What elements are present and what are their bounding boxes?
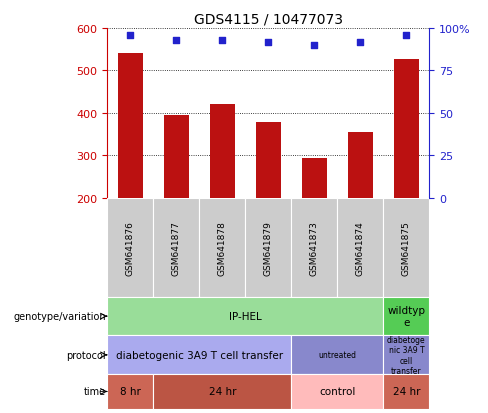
Bar	[384, 297, 429, 336]
Bar	[291, 198, 337, 297]
Text: GSM641877: GSM641877	[172, 220, 181, 275]
Bar	[302, 159, 327, 198]
Bar	[245, 198, 291, 297]
Text: GSM641878: GSM641878	[218, 220, 227, 275]
Text: GSM641879: GSM641879	[264, 220, 273, 275]
Bar	[210, 104, 235, 198]
Text: diabetoge
nic 3A9 T
cell
transfer: diabetoge nic 3A9 T cell transfer	[387, 335, 426, 375]
Point	[172, 38, 180, 44]
Bar	[107, 297, 384, 336]
Bar	[384, 374, 429, 409]
Bar	[384, 336, 429, 374]
Text: diabetogenic 3A9 T cell transfer: diabetogenic 3A9 T cell transfer	[116, 350, 283, 360]
Bar	[384, 198, 429, 297]
Text: protocol: protocol	[66, 350, 106, 360]
Bar	[164, 116, 189, 198]
Text: wildtyp
e: wildtyp e	[387, 306, 426, 327]
Bar	[200, 198, 245, 297]
Point	[310, 43, 318, 49]
Title: GDS4115 / 10477073: GDS4115 / 10477073	[194, 12, 343, 26]
Text: 24 hr: 24 hr	[209, 387, 236, 396]
Text: IP-HEL: IP-HEL	[229, 311, 262, 321]
Text: GSM641876: GSM641876	[126, 220, 135, 275]
Point	[357, 39, 365, 46]
Bar	[256, 123, 281, 198]
Point	[403, 32, 410, 39]
Bar	[348, 133, 373, 198]
Text: GSM641874: GSM641874	[356, 220, 365, 275]
Text: 24 hr: 24 hr	[393, 387, 420, 396]
Point	[126, 32, 134, 39]
Bar	[153, 374, 291, 409]
Text: time: time	[84, 387, 106, 396]
Text: GSM641875: GSM641875	[402, 220, 411, 275]
Bar	[153, 198, 200, 297]
Bar	[394, 59, 419, 198]
Bar	[337, 198, 384, 297]
Bar	[118, 54, 143, 198]
Bar	[107, 336, 291, 374]
Bar	[291, 336, 384, 374]
Bar	[107, 198, 153, 297]
Text: untreated: untreated	[318, 351, 356, 359]
Text: 8 hr: 8 hr	[120, 387, 141, 396]
Text: genotype/variation: genotype/variation	[13, 311, 106, 321]
Text: GSM641873: GSM641873	[310, 220, 319, 275]
Point	[264, 39, 272, 46]
Point	[219, 38, 226, 44]
Bar	[107, 374, 153, 409]
Bar	[291, 374, 384, 409]
Text: control: control	[319, 387, 356, 396]
